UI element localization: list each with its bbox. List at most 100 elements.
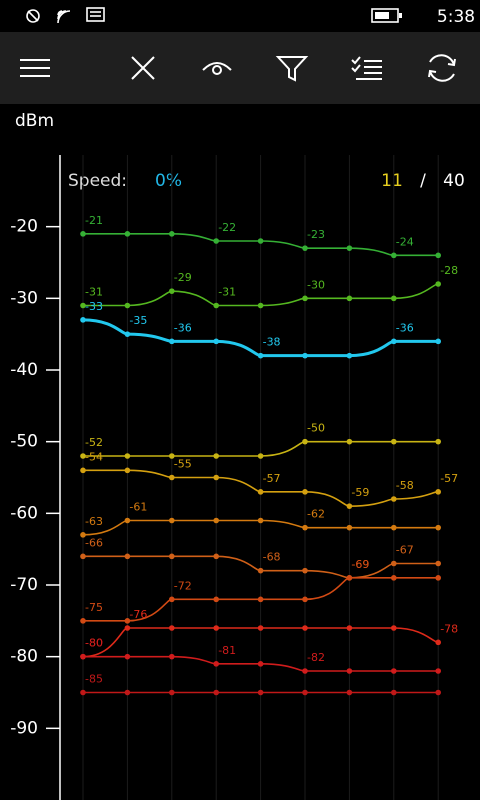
signal-point bbox=[169, 474, 175, 481]
signal-point bbox=[435, 689, 442, 696]
signal-point bbox=[213, 661, 219, 667]
view-button[interactable] bbox=[202, 62, 232, 75]
count-total: 40 bbox=[443, 171, 465, 191]
signal-point bbox=[169, 553, 175, 560]
signal-point bbox=[213, 238, 219, 244]
data-label: -36 bbox=[396, 321, 414, 334]
signal-point bbox=[346, 625, 353, 631]
signal-point bbox=[391, 668, 397, 674]
signal-point bbox=[213, 338, 219, 345]
filter-button[interactable] bbox=[275, 56, 309, 82]
data-label: -75 bbox=[85, 601, 103, 614]
signal-point bbox=[391, 625, 397, 631]
data-label: -50 bbox=[307, 422, 325, 435]
signal-point bbox=[80, 302, 86, 309]
signal-point bbox=[435, 575, 442, 581]
data-label: -59 bbox=[351, 486, 369, 499]
signal-point bbox=[435, 524, 442, 531]
signal-point bbox=[213, 596, 219, 603]
signal-point bbox=[346, 689, 353, 696]
data-label: -58 bbox=[396, 479, 414, 492]
signal-point bbox=[213, 689, 219, 696]
signal-point bbox=[346, 295, 353, 302]
signal-point bbox=[257, 453, 264, 459]
signal-point bbox=[435, 338, 442, 345]
signal-point bbox=[302, 668, 308, 674]
close-button[interactable] bbox=[131, 56, 155, 80]
y-tick-label: -80 bbox=[10, 647, 38, 667]
signal-point bbox=[124, 553, 131, 560]
signal-point bbox=[169, 653, 175, 660]
data-label: -22 bbox=[218, 221, 236, 234]
signal-point bbox=[257, 689, 264, 696]
signal-point bbox=[80, 653, 86, 660]
refresh-button[interactable] bbox=[428, 54, 456, 82]
signal-point bbox=[169, 288, 175, 294]
signal-point bbox=[302, 567, 308, 574]
data-label: -21 bbox=[85, 214, 103, 227]
signal-point bbox=[169, 338, 175, 345]
signal-point bbox=[346, 524, 353, 531]
data-label: -57 bbox=[440, 472, 458, 485]
y-tick-label: -70 bbox=[10, 575, 38, 595]
signal-point bbox=[169, 596, 175, 603]
signal-point bbox=[80, 689, 86, 696]
data-label: -23 bbox=[307, 228, 325, 241]
signal-point bbox=[435, 489, 442, 495]
signal-point bbox=[257, 352, 264, 359]
signal-point bbox=[80, 453, 86, 459]
signal-point bbox=[124, 231, 131, 237]
signal-point bbox=[124, 653, 131, 660]
data-label: -72 bbox=[174, 579, 192, 592]
signal-point bbox=[257, 567, 264, 574]
signal-point bbox=[346, 503, 353, 509]
count-separator: / bbox=[420, 171, 426, 191]
signal-point bbox=[80, 317, 86, 323]
signal-point bbox=[80, 532, 86, 538]
y-tick-label: -90 bbox=[10, 718, 38, 738]
data-label: -29 bbox=[174, 271, 192, 284]
signal-point bbox=[124, 517, 131, 524]
signal-point bbox=[302, 245, 308, 251]
signal-point bbox=[346, 438, 353, 445]
signal-point bbox=[435, 560, 442, 567]
signal-point bbox=[213, 302, 219, 309]
signal-point bbox=[80, 467, 86, 474]
signal-point bbox=[213, 453, 219, 459]
data-label: -80 bbox=[85, 637, 103, 650]
toolbar bbox=[0, 32, 480, 104]
data-label: -69 bbox=[351, 558, 369, 571]
data-label: -81 bbox=[218, 644, 236, 657]
status-bar bbox=[0, 0, 480, 32]
signal-point bbox=[169, 517, 175, 524]
signal-point bbox=[302, 489, 308, 495]
signal-point bbox=[435, 438, 442, 445]
data-label: -36 bbox=[174, 321, 192, 334]
signal-point bbox=[257, 625, 264, 631]
select-button[interactable] bbox=[351, 56, 382, 80]
signal-point bbox=[391, 295, 397, 302]
data-label: -82 bbox=[307, 651, 325, 664]
data-label: -28 bbox=[440, 264, 458, 277]
speed-value: 0% bbox=[155, 171, 182, 191]
signal-point bbox=[213, 553, 219, 560]
signal-point bbox=[257, 302, 264, 309]
y-axis-label: dBm bbox=[15, 111, 54, 131]
y-tick-label: -50 bbox=[10, 432, 38, 452]
toolbar-icons bbox=[20, 54, 456, 82]
data-label: -68 bbox=[263, 551, 281, 564]
data-label: -57 bbox=[263, 472, 281, 485]
data-label: -54 bbox=[85, 450, 103, 463]
data-label: -62 bbox=[307, 508, 325, 521]
signal-point bbox=[391, 560, 397, 567]
signal-point bbox=[391, 252, 397, 259]
y-tick-label: -60 bbox=[10, 503, 38, 523]
signal-point bbox=[435, 668, 442, 674]
signal-point bbox=[346, 245, 353, 251]
signal-point bbox=[169, 689, 175, 696]
signal-point bbox=[391, 496, 397, 502]
data-label: -85 bbox=[85, 673, 103, 686]
menu-button[interactable] bbox=[20, 59, 50, 77]
signal-point bbox=[257, 661, 264, 667]
